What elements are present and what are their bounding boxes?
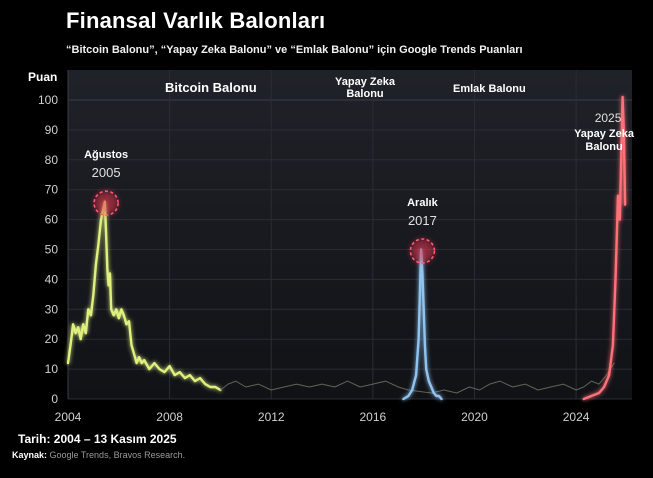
annotation-year: 2005 — [92, 165, 121, 180]
date-value: 2004 – 13 Kasım 2025 — [53, 432, 177, 446]
y-tick-label: 90 — [45, 123, 59, 137]
x-tick-label: 2024 — [563, 410, 590, 424]
y-tick-label: 30 — [45, 302, 59, 316]
grid — [67, 70, 632, 400]
x-tick-label: 2008 — [156, 410, 183, 424]
y-tick-label: 40 — [45, 272, 59, 286]
highlight-glow — [410, 238, 435, 263]
series-lines — [66, 95, 627, 401]
date-range: Tarih: 2004 – 13 Kasım 2025 — [18, 432, 177, 446]
annotation-year: 2017 — [408, 213, 437, 228]
highlight-ring — [93, 190, 119, 216]
x-tick-label: 2020 — [461, 410, 488, 424]
source-value: Google Trends, Bravos Research. — [49, 450, 186, 460]
y-tick-label: 60 — [45, 213, 59, 227]
y-tick-label: 70 — [45, 183, 59, 197]
y-tick-label: 100 — [38, 93, 58, 107]
y-tick-labels: 0 10 20 30 40 50 60 70 80 90 100 — [38, 93, 58, 406]
y-tick-label: 50 — [45, 243, 59, 257]
y-tick-label: 10 — [45, 362, 59, 376]
x-tick-label: 2016 — [360, 410, 387, 424]
series-line-housing_bg — [219, 362, 615, 394]
y-axis-label: Puan — [28, 70, 58, 84]
series-line-housing — [66, 200, 222, 392]
date-label: Tarih: — [18, 432, 51, 446]
x-tick-labels: 2004 2008 2012 2016 2020 2024 — [55, 410, 590, 424]
x-tick-label: 2004 — [55, 410, 82, 424]
legend-label-housing: Emlak Balonu — [453, 83, 526, 95]
source: Kaynak: Google Trends, Bravos Research. — [12, 450, 185, 460]
legend-label-bitcoin: Bitcoin Balonu — [165, 80, 257, 95]
legend-label-ai: Balonu — [346, 88, 383, 100]
series-line-bitcoin — [402, 248, 443, 401]
legend-label-ai: Yapay Zeka — [335, 76, 396, 88]
y-tick-label: 20 — [45, 332, 59, 346]
x-tick-label: 2012 — [258, 410, 285, 424]
chart-subtitle: “Bitcoin Balonu”, “Yapay Zeka Balonu” ve… — [66, 44, 523, 56]
annotation-text: Balonu — [585, 141, 622, 153]
y-tick-label: 0 — [51, 392, 58, 406]
annotation-year: 2025 — [595, 111, 622, 125]
annotation-text: Aralık — [407, 197, 438, 209]
source-label: Kaynak: — [12, 450, 48, 460]
highlight-ring — [409, 238, 436, 264]
y-tick-label: 80 — [45, 153, 59, 167]
annotation-text: Ağustos — [84, 149, 128, 161]
highlight-glow — [94, 191, 119, 216]
annotations: Ağustos 2005 Aralık 2017 2025 Yapay ZekaBalon… — [84, 111, 635, 264]
annotation-text: Yapay Zeka — [574, 128, 635, 140]
chart-title: Finansal Varlık Balonları — [66, 8, 326, 33]
plot-background — [68, 70, 632, 399]
series-line-ai — [582, 95, 627, 401]
